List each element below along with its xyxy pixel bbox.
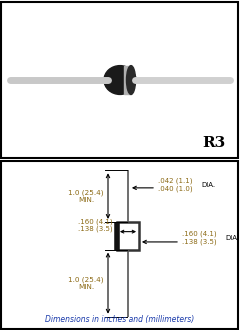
Text: DIA.: DIA. <box>201 182 215 188</box>
Text: Dimensions in inches and (millimeters): Dimensions in inches and (millimeters) <box>45 315 195 324</box>
Ellipse shape <box>126 66 136 94</box>
Bar <box>124 66 131 94</box>
Text: .160 (4.1)
.138 (3.5): .160 (4.1) .138 (3.5) <box>182 231 217 245</box>
Text: 1.0 (25.4)
MIN.: 1.0 (25.4) MIN. <box>68 277 104 290</box>
Text: DIA.: DIA. <box>225 235 239 241</box>
Bar <box>117 222 139 250</box>
Text: R3: R3 <box>203 136 226 150</box>
Text: 1.0 (25.4)
MIN.: 1.0 (25.4) MIN. <box>68 189 104 203</box>
Ellipse shape <box>104 66 136 94</box>
Text: .160 (4.1)
.138 (3.5): .160 (4.1) .138 (3.5) <box>78 218 113 232</box>
Text: .042 (1.1)
.040 (1.0): .042 (1.1) .040 (1.0) <box>158 178 193 192</box>
